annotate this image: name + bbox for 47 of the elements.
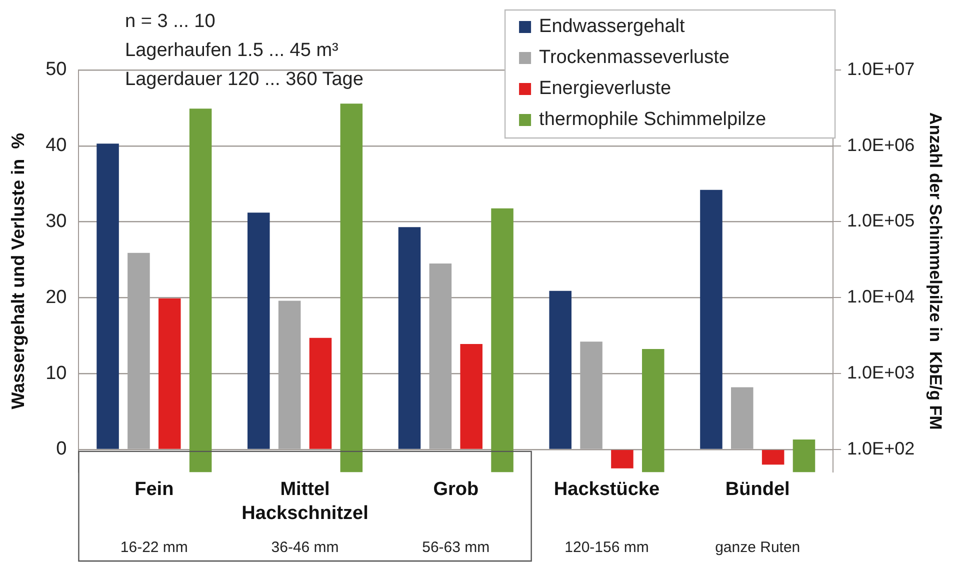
y-tick-label: 20 <box>46 286 67 308</box>
legend-label: Endwassergehalt <box>539 16 686 38</box>
y-tick-label: 0 <box>56 438 67 460</box>
bar <box>762 450 784 465</box>
text: 120-156 mm <box>564 539 649 556</box>
legend-label: thermophile Schimmelpilze <box>539 109 766 130</box>
bar <box>731 387 754 449</box>
bar <box>248 212 270 449</box>
y-tick-label: 50 <box>46 59 67 80</box>
legend-label: Energieverluste <box>539 78 672 100</box>
y2-tick-label: 1.0E+07 <box>847 58 915 79</box>
y-tick-label: 30 <box>46 211 67 232</box>
y2-tick-label: 1.0E+04 <box>847 286 915 307</box>
y2-tick-label: 1.0E+02 <box>847 438 915 458</box>
bar <box>460 344 482 449</box>
bar <box>611 450 634 468</box>
y-tick-label: 40 <box>46 135 67 156</box>
bar <box>429 264 452 449</box>
text: 36-46 mm <box>271 539 339 556</box>
text: ganze Ruten <box>715 539 800 556</box>
legend-label: Trockenmasseverluste <box>539 47 730 68</box>
text: 16-22 mm <box>120 539 188 556</box>
y2-axis-title: Anzahl der Schimmelpilze in KbE/g FM <box>926 112 946 430</box>
x-tick-label: Fein <box>134 478 174 500</box>
text: n = 3 ... 10 <box>125 11 216 32</box>
text: 56-63 mm <box>422 539 490 556</box>
x-tick-label: Hackstücke <box>554 478 660 500</box>
bar <box>158 298 181 449</box>
bar <box>580 342 602 449</box>
x-tick-label: Bündel <box>725 478 790 500</box>
bar <box>398 227 421 449</box>
text: Hackschnitzel <box>242 503 368 524</box>
y2-tick-label: 1.0E+05 <box>847 210 915 231</box>
y-axis-title: Wassergehalt und Verluste in % <box>8 132 28 410</box>
x-tick-label: Grob <box>433 478 479 500</box>
bar <box>309 338 332 449</box>
bar <box>700 190 722 449</box>
bar <box>278 300 301 449</box>
y2-tick-label: 1.0E+03 <box>847 362 915 382</box>
x-tick-label: Mittel <box>280 478 330 500</box>
y2-tick-label: 1.0E+06 <box>847 134 915 155</box>
bar <box>128 252 150 449</box>
annotation: Lagerdauer 120 ... 360 Tage <box>125 69 364 90</box>
text: Lagerhaufen 1.5 ... 45 m³ <box>125 40 338 62</box>
bar <box>549 290 572 449</box>
y-tick-label: 10 <box>46 362 67 384</box>
bar <box>96 144 119 449</box>
